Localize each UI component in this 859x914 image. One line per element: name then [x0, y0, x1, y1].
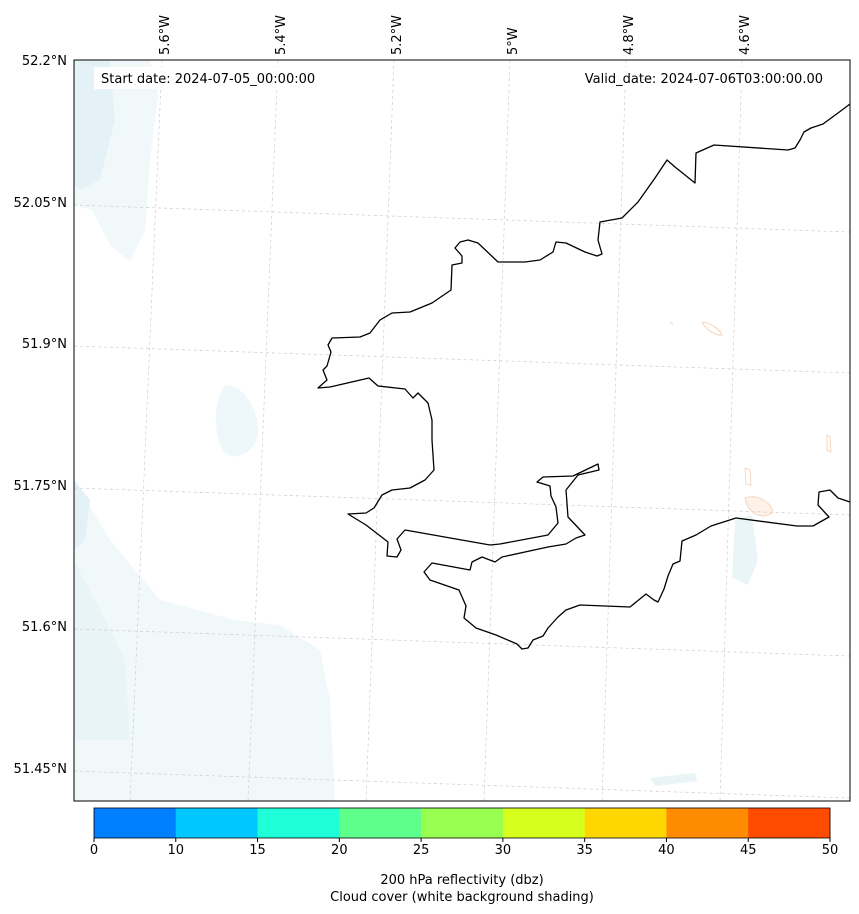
- lat-label: 51.6°N: [22, 620, 67, 635]
- colorbar-tick-label: 15: [249, 843, 266, 858]
- colorbar-tick-label: 40: [658, 843, 675, 858]
- colorbar-cell: [339, 808, 422, 838]
- start-date-box: [94, 67, 334, 89]
- colorbar: [94, 808, 831, 838]
- map-frame: [73, 59, 851, 802]
- start-date: Start date: 2024-07-05_00:00:00: [101, 72, 315, 87]
- colorbar-tick-label: 25: [413, 843, 430, 858]
- lat-label: 52.05°N: [14, 196, 67, 211]
- colorbar-sublabel: Cloud cover (white background shading): [330, 890, 594, 905]
- longitude-labels: 5.6°W 5.4°W 5.2°W 5°W 4.8°W 4.6°W: [158, 15, 753, 55]
- colorbar-tick-label: 20: [331, 843, 348, 858]
- lat-label: 51.75°N: [14, 479, 67, 494]
- lat-label: 51.9°N: [22, 337, 67, 352]
- colorbar-cell: [421, 808, 504, 838]
- lon-label: 5.2°W: [390, 15, 405, 55]
- colorbar-tick-label: 10: [168, 843, 185, 858]
- lon-label: 5.6°W: [158, 15, 173, 55]
- colorbar-cell: [748, 808, 831, 838]
- colorbar-label: 200 hPa reflectivity (dbz): [380, 873, 543, 888]
- coastline: [317, 103, 851, 650]
- colorbar-tick-label: 30: [495, 843, 512, 858]
- lon-label: 5.4°W: [274, 15, 289, 55]
- colorbar-tick-label: 50: [822, 843, 839, 858]
- colorbar-cell: [666, 808, 749, 838]
- cloud-cover-shading: [74, 60, 758, 801]
- colorbar-cell: [94, 808, 177, 838]
- gridlines: [73, 59, 851, 802]
- valid-date: Valid_date: 2024-07-06T03:00:00.00: [585, 72, 823, 87]
- colorbar-tick-label: 0: [90, 843, 98, 858]
- colorbar-cell: [257, 808, 340, 838]
- colorbar-tick-label: 45: [740, 843, 757, 858]
- valid-date-box: [562, 67, 830, 89]
- lat-label: 51.45°N: [14, 762, 67, 777]
- colorbar-cell: [175, 808, 259, 838]
- colorbar-tick-label: 35: [576, 843, 593, 858]
- lon-label: 4.8°W: [622, 15, 637, 55]
- reflectivity-contours: [669, 321, 832, 517]
- latitude-labels: 52.2°N 52.05°N 51.9°N 51.75°N 51.6°N 51.…: [14, 54, 67, 777]
- colorbar-cell: [502, 808, 586, 838]
- colorbar-cell: [584, 808, 667, 838]
- lon-label: 5°W: [506, 27, 521, 55]
- colorbar-frame: [93, 807, 831, 839]
- lat-label: 52.2°N: [22, 54, 67, 69]
- colorbar-ticks: 0 10 15 20 25 30 35 40 45 50: [90, 838, 838, 858]
- lon-label: 4.6°W: [738, 15, 753, 55]
